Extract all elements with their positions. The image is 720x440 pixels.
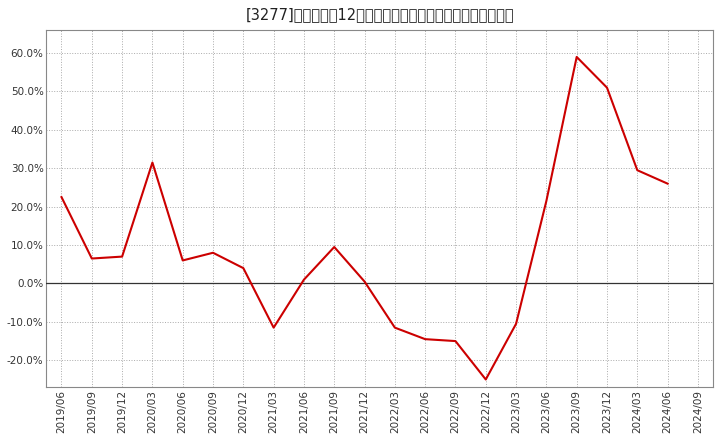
Title: [3277]　売上高の12か月移動合計の対前年同期増減率の推移: [3277] 売上高の12か月移動合計の対前年同期増減率の推移 [246, 7, 514, 22]
